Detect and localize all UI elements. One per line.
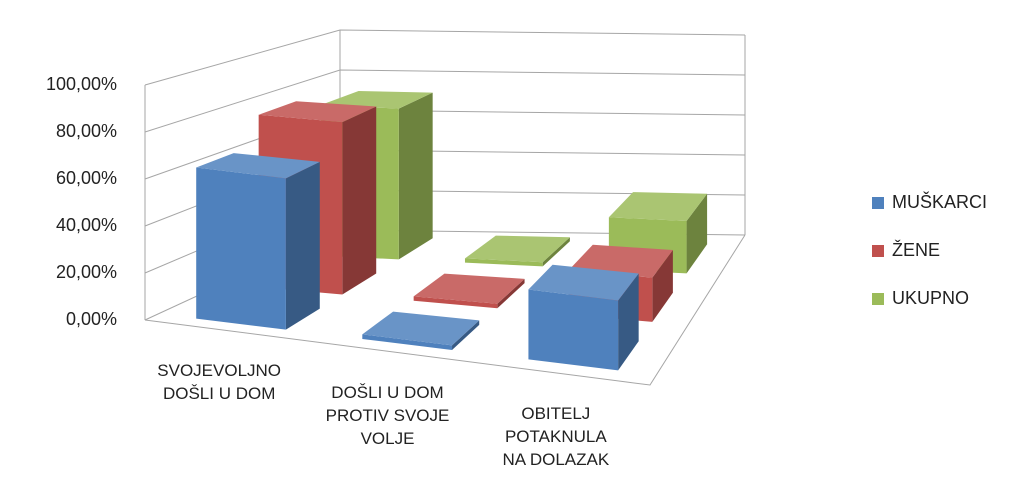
legend-swatch xyxy=(872,197,884,209)
bar-top xyxy=(258,101,377,123)
x-tick-label: DOŠLI U DOM PROTIV SVOJE VOLJE xyxy=(325,382,450,448)
bar-side xyxy=(542,237,570,267)
floor-edge xyxy=(144,234,746,386)
y-tick-label: 0,00% xyxy=(66,309,117,329)
bar-front xyxy=(528,289,619,371)
bar-side xyxy=(285,161,320,330)
bar-side xyxy=(398,92,433,260)
bar-side xyxy=(652,249,673,322)
bar-side xyxy=(497,278,525,309)
bar-front xyxy=(362,334,453,350)
y-tick-label: 80,00% xyxy=(56,121,117,141)
bar-side xyxy=(452,320,480,350)
bar xyxy=(196,153,320,330)
bar-top xyxy=(413,273,525,304)
bar xyxy=(528,264,639,371)
legend-label: UKUPNO xyxy=(892,288,969,308)
legend-swatch xyxy=(872,245,884,257)
bar-side xyxy=(342,106,377,295)
bar-top xyxy=(321,91,433,109)
bar-top xyxy=(464,235,570,263)
bar-top xyxy=(196,153,320,179)
bar-side xyxy=(686,193,708,274)
bar-top xyxy=(528,264,639,301)
bar-front xyxy=(464,258,543,267)
grid-line xyxy=(144,69,746,133)
x-tick-label: OBITELJ POTAKNULA NA DOLAZAK xyxy=(502,404,610,470)
bar xyxy=(362,311,480,350)
bar xyxy=(413,273,525,309)
y-tick-label: 100,00% xyxy=(46,74,117,94)
bar-top xyxy=(608,192,708,222)
bar-side xyxy=(618,273,639,371)
y-tick-label: 20,00% xyxy=(56,262,117,282)
legend-label: MUŠKARCI xyxy=(892,191,987,212)
bar-front xyxy=(413,296,498,309)
y-tick-label: 40,00% xyxy=(56,215,117,235)
bar-top xyxy=(362,311,480,346)
y-tick-label: 60,00% xyxy=(56,168,117,188)
bar xyxy=(464,235,570,267)
legend-label: ŽENE xyxy=(892,240,940,260)
bar-front xyxy=(196,167,286,330)
legend-swatch xyxy=(872,293,884,305)
x-tick-label: SVOJEVOLJNO DOŠLI U DOM xyxy=(157,360,282,403)
grid-line xyxy=(144,29,746,86)
